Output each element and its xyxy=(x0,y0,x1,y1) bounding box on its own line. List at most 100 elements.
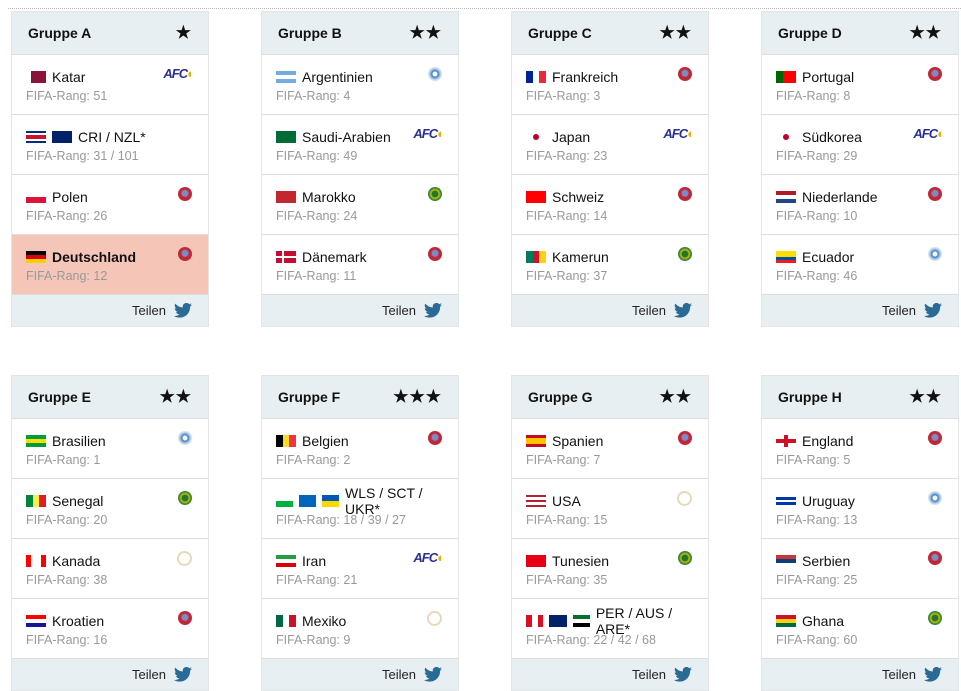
team-name: Ecuador xyxy=(802,249,855,265)
flag-icon xyxy=(526,251,546,263)
rank-value: 8 xyxy=(843,89,851,103)
group-header: Gruppe A ★ xyxy=(12,12,208,54)
team-row[interactable]: Polen FIFA-Rang: 26 xyxy=(12,174,208,234)
team-row[interactable]: Brasilien FIFA-Rang: 1 xyxy=(12,418,208,478)
team-row[interactable]: Kanada FIFA-Rang: 38 xyxy=(12,538,208,598)
share-button[interactable]: Teilen xyxy=(132,303,166,318)
flag-icon xyxy=(322,495,339,507)
fifa-rank: FIFA-Rang: 5 xyxy=(776,453,944,467)
team-row[interactable]: Niederlande FIFA-Rang: 10 xyxy=(762,174,958,234)
twitter-icon[interactable] xyxy=(174,666,192,682)
rank-value: 2 xyxy=(343,453,351,467)
fifa-rank: FIFA-Rang: 38 xyxy=(26,573,194,587)
team-row[interactable]: Tunesien FIFA-Rang: 35 xyxy=(512,538,708,598)
rank-value: 14 xyxy=(593,209,608,223)
team-row[interactable]: Mexiko FIFA-Rang: 9 xyxy=(262,598,458,658)
share-button[interactable]: Teilen xyxy=(882,667,916,682)
team-row[interactable]: Kamerun FIFA-Rang: 37 xyxy=(512,234,708,294)
team-row[interactable]: Katar FIFA-Rang: 51 AFC◐ xyxy=(12,54,208,114)
team-name: Serbien xyxy=(802,553,851,569)
team-name: Spanien xyxy=(552,433,604,449)
team-row[interactable]: Dänemark FIFA-Rang: 11 xyxy=(262,234,458,294)
rank-prefix: FIFA-Rang: xyxy=(26,633,94,647)
team-row[interactable]: Ghana FIFA-Rang: 60 xyxy=(762,598,958,658)
team-row[interactable]: Marokko FIFA-Rang: 24 xyxy=(262,174,458,234)
team-row[interactable]: USA FIFA-Rang: 15 xyxy=(512,478,708,538)
fifa-rank: FIFA-Rang: 10 xyxy=(776,209,944,223)
share-button[interactable]: Teilen xyxy=(382,303,416,318)
team-row[interactable]: WLS / SCT / UKR* FIFA-Rang: 18 / 39 / 27 xyxy=(262,478,458,538)
share-footer: Teilen xyxy=(512,658,708,690)
rank-prefix: FIFA-Rang: xyxy=(776,633,844,647)
rank-prefix: FIFA-Rang: xyxy=(26,149,94,163)
fifa-rank: FIFA-Rang: 14 xyxy=(526,209,694,223)
team-row[interactable]: Argentinien FIFA-Rang: 4 xyxy=(262,54,458,114)
team-row[interactable]: CRI / NZL* FIFA-Rang: 31 / 101 xyxy=(12,114,208,174)
team-row[interactable]: Ecuador FIFA-Rang: 46 xyxy=(762,234,958,294)
rank-value: 35 xyxy=(593,573,608,587)
flag-icon xyxy=(776,555,796,567)
star-rating: ★★★ xyxy=(393,387,442,406)
flag-icon xyxy=(52,131,72,143)
rank-prefix: FIFA-Rang: xyxy=(276,89,344,103)
team-row[interactable]: Belgien FIFA-Rang: 2 xyxy=(262,418,458,478)
twitter-icon[interactable] xyxy=(424,666,442,682)
uefa-logo-icon xyxy=(678,431,692,445)
rank-value: 5 xyxy=(843,453,851,467)
share-footer: Teilen xyxy=(762,294,958,326)
team-row[interactable]: Serbien FIFA-Rang: 25 xyxy=(762,538,958,598)
team-row[interactable]: Iran FIFA-Rang: 21 AFC◐ xyxy=(262,538,458,598)
fifa-rank: FIFA-Rang: 29 xyxy=(776,149,944,163)
rank-value: 1 xyxy=(93,453,101,467)
twitter-icon[interactable] xyxy=(674,666,692,682)
share-button[interactable]: Teilen xyxy=(132,667,166,682)
rank-value: 13 xyxy=(843,513,858,527)
flag-icon xyxy=(276,615,296,627)
team-row[interactable]: Portugal FIFA-Rang: 8 xyxy=(762,54,958,114)
uefa-logo-icon xyxy=(928,431,942,445)
twitter-icon[interactable] xyxy=(924,302,942,318)
team-row[interactable]: Kroatien FIFA-Rang: 16 xyxy=(12,598,208,658)
uefa-logo-icon xyxy=(678,67,692,81)
team-line: Senegal xyxy=(26,492,194,510)
team-row[interactable]: Deutschland FIFA-Rang: 12 xyxy=(12,234,208,294)
rank-prefix: FIFA-Rang: xyxy=(776,89,844,103)
group-header: Gruppe D ★★ xyxy=(762,12,958,54)
conmebol-logo-icon xyxy=(928,491,942,505)
fifa-rank: FIFA-Rang: 7 xyxy=(526,453,694,467)
rank-value: 37 xyxy=(593,269,608,283)
group-card: Gruppe D ★★ Portugal FIFA-Rang: 8 Südkorea FI… xyxy=(761,11,959,327)
rank-value: 9 xyxy=(343,633,351,647)
share-button[interactable]: Teilen xyxy=(882,303,916,318)
team-row[interactable]: PER / AUS / ARE* FIFA-Rang: 22 / 42 / 68 xyxy=(512,598,708,658)
flag-icon xyxy=(526,131,546,143)
rank-prefix: FIFA-Rang: xyxy=(526,209,594,223)
team-row[interactable]: Saudi-Arabien FIFA-Rang: 49 AFC◐ xyxy=(262,114,458,174)
twitter-icon[interactable] xyxy=(924,666,942,682)
flag-icon xyxy=(276,495,293,507)
twitter-icon[interactable] xyxy=(674,302,692,318)
twitter-icon[interactable] xyxy=(174,302,192,318)
share-button[interactable]: Teilen xyxy=(632,667,666,682)
team-line: Portugal xyxy=(776,68,944,86)
fifa-rank: FIFA-Rang: 20 xyxy=(26,513,194,527)
team-row[interactable]: Senegal FIFA-Rang: 20 xyxy=(12,478,208,538)
team-name: England xyxy=(802,433,854,449)
team-row[interactable]: Schweiz FIFA-Rang: 14 xyxy=(512,174,708,234)
flag-icon xyxy=(26,71,46,83)
team-line: Polen xyxy=(26,188,194,206)
team-row[interactable]: Frankreich FIFA-Rang: 3 xyxy=(512,54,708,114)
rank-value: 51 xyxy=(93,89,108,103)
team-row[interactable]: England FIFA-Rang: 5 xyxy=(762,418,958,478)
share-button[interactable]: Teilen xyxy=(382,667,416,682)
rank-value: 16 xyxy=(93,633,108,647)
twitter-icon[interactable] xyxy=(424,302,442,318)
team-row[interactable]: Spanien FIFA-Rang: 7 xyxy=(512,418,708,478)
flag-icon xyxy=(276,71,296,83)
team-row[interactable]: Uruguay FIFA-Rang: 13 xyxy=(762,478,958,538)
team-line: Niederlande xyxy=(776,188,944,206)
share-button[interactable]: Teilen xyxy=(632,303,666,318)
team-row[interactable]: Südkorea FIFA-Rang: 29 AFC◐ xyxy=(762,114,958,174)
team-line: Kroatien xyxy=(26,612,194,630)
team-row[interactable]: Japan FIFA-Rang: 23 AFC◐ xyxy=(512,114,708,174)
